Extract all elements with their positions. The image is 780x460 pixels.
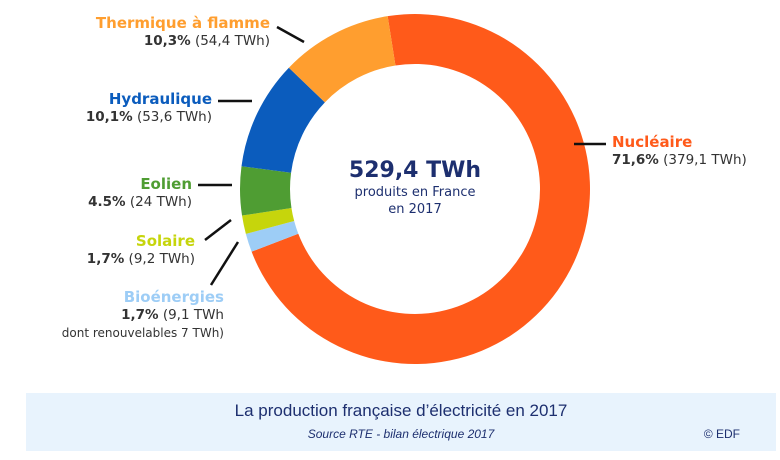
slice-nucleaire [251,13,591,364]
center-line1: produits en France [354,185,476,200]
slice-extra: dont renouvelables 7 TWh) [61,326,224,340]
slice-bioenergies [245,221,299,252]
slice-percent: 10,1% [85,109,133,125]
label-bioenergies: Bioénergies 1,7% (9,1 TWh dont renouvela… [62,288,224,342]
leader-bioenergies [209,241,240,286]
leader-thermique [276,25,305,44]
slice-value: (379,1 TWh) [663,152,747,168]
slice-hydraulique [241,67,325,173]
slice-thermique-a-flamme [288,16,396,103]
label-hydraulique: Hydraulique 10,1% (53,6 TWh) [86,90,212,126]
slice-value: (9,1 TWh [162,307,224,323]
slice-percent: 1,7% [121,307,159,323]
slice-name: Hydraulique [108,90,212,108]
donut-center: 529,4 TWh produits en France en 2017 [315,158,515,218]
label-nucleaire: Nucléaire 71,6% (379,1 TWh) [612,133,747,169]
copyright: © EDF [703,427,740,441]
total-value: 529,4 TWh [348,158,482,183]
label-solaire: Solaire 1,7% (9,2 TWh) [87,232,195,268]
slice-eolien [240,166,292,216]
slice-name: Eolien [140,175,192,193]
slice-value: (9,2 TWh) [128,251,195,267]
chart-source: Source RTE - bilan électrique 2017 [307,427,495,441]
chart-title: La production française d’électricité en… [234,401,568,420]
center-line2: en 2017 [388,202,442,217]
slice-percent: 1,7% [86,251,125,267]
label-eolien: Eolien 4.5% (24 TWh) [88,175,192,211]
slice-name: Thermique à flamme [95,14,270,32]
slice-name: Solaire [135,232,195,250]
slice-solaire [242,207,295,234]
leader-solaire [204,219,232,241]
label-thermique: Thermique à flamme 10,3% (54,4 TWh) [96,14,270,50]
slice-percent: 4.5% [88,194,126,210]
slice-name: Bioénergies [123,288,224,306]
donut-chart [198,13,606,364]
slice-percent: 71,6% [612,152,659,168]
slice-value: (54,4 TWh) [194,33,270,49]
slice-name: Nucléaire [612,133,693,151]
slice-value: (53,6 TWh) [136,109,212,125]
slice-value: (24 TWh) [129,194,192,210]
footer-caption: La production française d’électricité en… [26,393,776,451]
slice-percent: 10,3% [143,33,191,49]
